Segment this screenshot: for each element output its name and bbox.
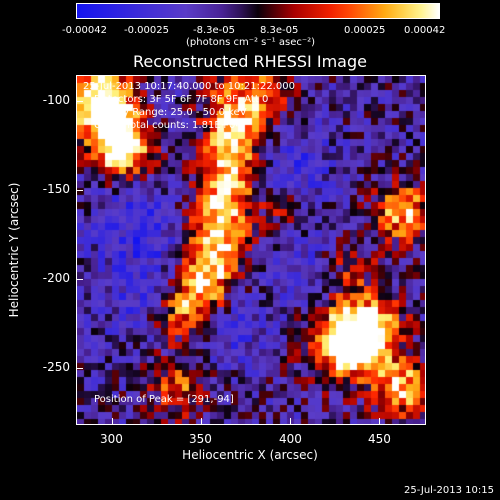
x-tick-label: 350 xyxy=(189,432,212,446)
colorbar-tick-label: 0.00042 xyxy=(404,25,446,36)
x-tick-mark xyxy=(112,418,113,424)
x-tick-label: 400 xyxy=(279,432,302,446)
x-tick-label: 300 xyxy=(100,432,123,446)
y-axis-label: Heliocentric Y (arcsec) xyxy=(7,182,21,318)
annotation-energy: Energy Range: 25.0 - 50.0 keV xyxy=(94,107,247,118)
colorbar xyxy=(76,3,440,19)
y-tick-mark xyxy=(77,190,83,191)
colorbar-tick-label: 0.00025 xyxy=(344,25,386,36)
y-tick-label: -100 xyxy=(42,93,70,107)
annotation-detectors: Detectors: 3F 5F 6F 7F 8F 9F, Att 0 xyxy=(94,94,269,105)
y-tick-label: -150 xyxy=(42,182,70,196)
y-tick-mark xyxy=(77,279,83,280)
x-tick-mark xyxy=(201,418,202,424)
annotation-peak-position: Position of Peak = [291,-94] xyxy=(94,394,234,405)
x-axis-label: Heliocentric X (arcsec) xyxy=(182,448,318,462)
y-tick-label: -250 xyxy=(42,360,70,374)
colorbar-tick-label: -8.3e-05 xyxy=(193,25,235,36)
y-tick-mark xyxy=(77,368,83,369)
colorbar-tick-label: -0.00042 xyxy=(62,25,107,36)
y-tick-label: -200 xyxy=(42,271,70,285)
x-tick-mark xyxy=(290,418,291,424)
colorbar-tick-label: -0.00025 xyxy=(124,25,169,36)
colorbar-tick-label: 8.3e-05 xyxy=(260,25,299,36)
y-tick-mark xyxy=(77,101,83,102)
x-tick-label: 450 xyxy=(368,432,391,446)
footer-timestamp: 25-Jul-2013 10:15 xyxy=(403,485,494,496)
annotation-time-range: 25-Jul-2013 10:17:40.000 to 10:21:22.000 xyxy=(83,81,295,92)
x-tick-mark xyxy=(379,418,380,424)
annotation-clean: Clean Total counts: 1.81E+04 xyxy=(94,120,242,131)
colorbar-units: (photons cm⁻² s⁻¹ asec⁻²) xyxy=(186,37,316,48)
plot-area: 25-Jul-2013 10:17:40.000 to 10:21:22.000… xyxy=(76,75,426,425)
rhessi-image xyxy=(77,76,425,424)
image-title: Reconstructed RHESSI Image xyxy=(133,52,367,71)
